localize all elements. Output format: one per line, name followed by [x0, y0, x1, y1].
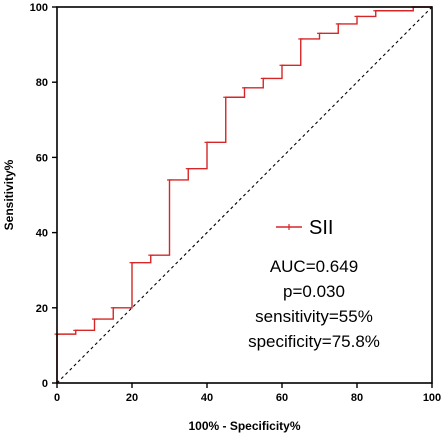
axes-group: [56, 6, 433, 384]
annotation-sensitivity: sensitivity=55%: [255, 307, 373, 326]
legend: SII: [276, 217, 333, 239]
reference-line-group: [56, 6, 433, 384]
y-axis-title: Sensitivity%: [2, 159, 16, 230]
annotation-p-value: p=0.030: [283, 282, 345, 301]
x-tick-label-4: 80: [351, 392, 363, 404]
ticks-group: 0 20 40 60 80 100 0 20 40 60 80 100: [30, 2, 442, 404]
x-tick-label-5: 100: [423, 392, 441, 404]
y-tick-label-3: 60: [36, 152, 48, 164]
reference-diagonal-line: [56, 6, 433, 384]
annotation-specificity: specificity=75.8%: [248, 332, 380, 351]
annotation-auc: AUC=0.649: [270, 257, 358, 276]
y-tick-label-1: 20: [36, 303, 48, 315]
x-tick-label-0: 0: [54, 392, 60, 404]
y-tick-label-4: 80: [36, 77, 48, 89]
x-tick-label-3: 60: [276, 392, 288, 404]
series-group: [54, 6, 432, 383]
x-tick-label-2: 40: [201, 392, 213, 404]
x-axis-title: 100% - Specificity%: [188, 419, 300, 433]
legend-label: SII: [309, 217, 333, 239]
y-tick-label-0: 0: [42, 378, 48, 390]
annotation-block: AUC=0.649 p=0.030 sensitivity=55% specif…: [248, 257, 380, 351]
y-tick-label-5: 100: [30, 2, 48, 14]
y-tick-label-2: 40: [36, 228, 48, 240]
plot-frame: [56, 6, 433, 384]
x-tick-label-1: 20: [126, 392, 138, 404]
